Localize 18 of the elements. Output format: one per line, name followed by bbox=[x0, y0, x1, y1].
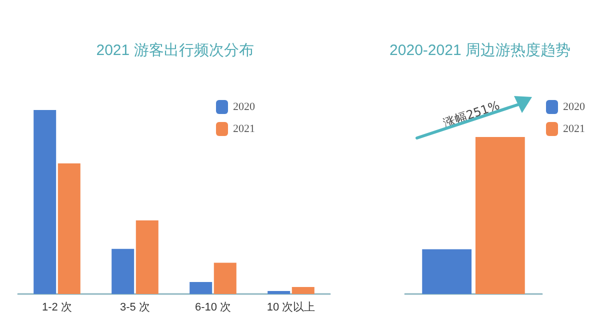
bar bbox=[292, 287, 314, 294]
chart-title: 2021 游客出行频次分布 bbox=[96, 42, 254, 59]
x-tick-label: 10 次以上 bbox=[266, 300, 316, 314]
x-tick-label: 6-10 次 bbox=[194, 302, 232, 314]
bar bbox=[268, 291, 290, 294]
chart-title: 2020-2021 周边游热度趋势 bbox=[390, 42, 570, 59]
x-tick-label: 3-5 次 bbox=[120, 302, 150, 314]
legend-label: 2020 bbox=[233, 101, 256, 113]
bar bbox=[112, 248, 134, 294]
x-tick-label: 1-2 次 bbox=[42, 302, 72, 314]
bar bbox=[34, 110, 56, 294]
bar bbox=[136, 220, 158, 294]
legend-label: 2020 bbox=[563, 101, 586, 113]
bar bbox=[190, 282, 212, 294]
bar bbox=[214, 262, 236, 294]
bar bbox=[58, 163, 80, 294]
legend-label: 2021 bbox=[233, 123, 255, 135]
legend-label: 2021 bbox=[563, 123, 585, 135]
